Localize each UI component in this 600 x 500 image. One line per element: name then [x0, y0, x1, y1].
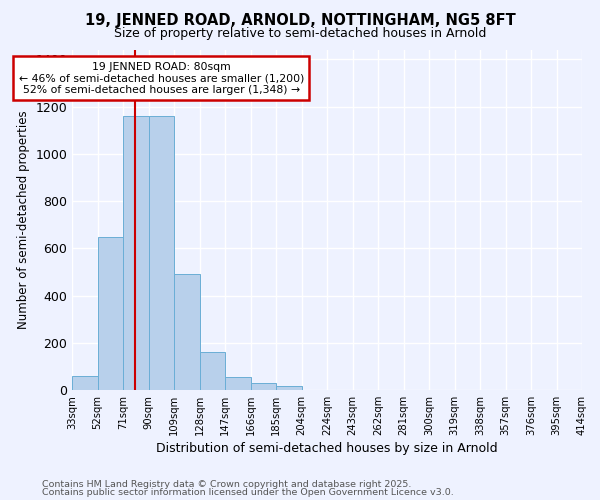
- Bar: [123, 116, 149, 390]
- Bar: [149, 116, 174, 390]
- Text: Contains public sector information licensed under the Open Government Licence v3: Contains public sector information licen…: [42, 488, 454, 497]
- Text: 19, JENNED ROAD, ARNOLD, NOTTINGHAM, NG5 8FT: 19, JENNED ROAD, ARNOLD, NOTTINGHAM, NG5…: [85, 12, 515, 28]
- Y-axis label: Number of semi-detached properties: Number of semi-detached properties: [17, 110, 30, 330]
- Bar: [251, 384, 276, 390]
- Bar: [199, 352, 225, 390]
- X-axis label: Distribution of semi-detached houses by size in Arnold: Distribution of semi-detached houses by …: [156, 442, 498, 455]
- Bar: [174, 274, 199, 390]
- Text: 19 JENNED ROAD: 80sqm
← 46% of semi-detached houses are smaller (1,200)
52% of s: 19 JENNED ROAD: 80sqm ← 46% of semi-deta…: [19, 62, 304, 95]
- Bar: [276, 386, 302, 390]
- Text: Size of property relative to semi-detached houses in Arnold: Size of property relative to semi-detach…: [114, 28, 486, 40]
- Bar: [97, 236, 123, 390]
- Bar: [225, 377, 251, 390]
- Text: Contains HM Land Registry data © Crown copyright and database right 2025.: Contains HM Land Registry data © Crown c…: [42, 480, 412, 489]
- Bar: [72, 376, 97, 390]
